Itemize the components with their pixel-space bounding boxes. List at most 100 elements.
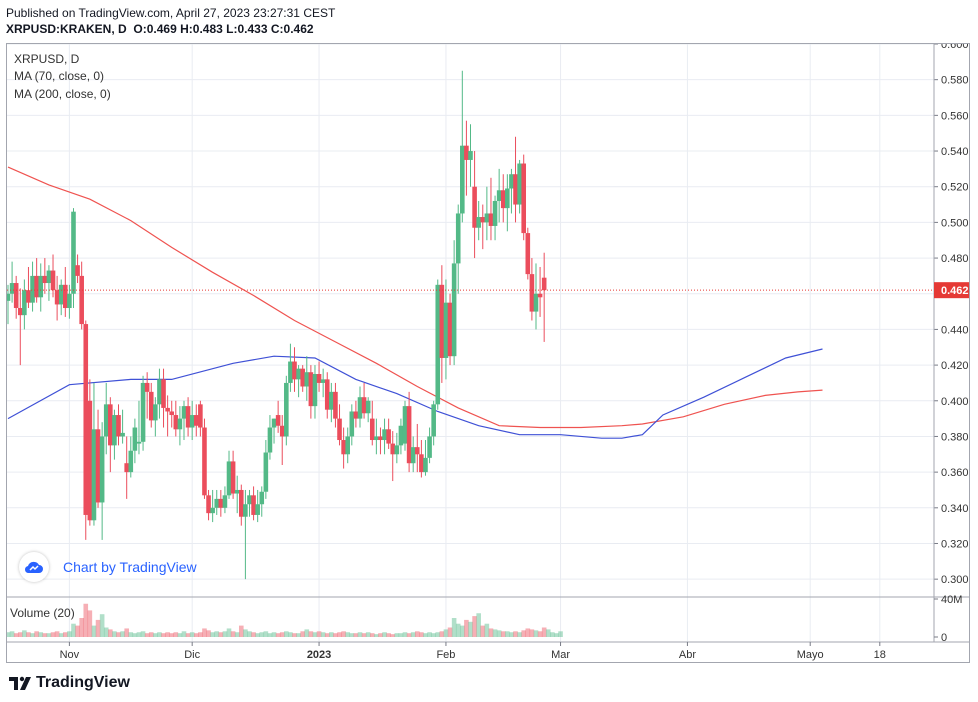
candle-down[interactable] xyxy=(275,415,281,426)
candle-up[interactable] xyxy=(517,163,522,205)
candle-down[interactable] xyxy=(341,440,346,455)
candle-down[interactable] xyxy=(238,489,244,517)
candle-up[interactable] xyxy=(435,284,441,405)
candle-down[interactable] xyxy=(108,404,113,446)
candle-down[interactable] xyxy=(169,411,175,416)
candle-down[interactable] xyxy=(116,415,121,437)
candle-down[interactable] xyxy=(75,265,80,276)
candle-down[interactable] xyxy=(447,302,453,357)
candle-up[interactable] xyxy=(30,275,35,303)
candle-down[interactable] xyxy=(279,425,285,437)
candle-down[interactable] xyxy=(202,427,207,496)
candle-up[interactable] xyxy=(398,425,404,446)
candle-up[interactable] xyxy=(533,293,539,312)
candle-down[interactable] xyxy=(378,436,383,441)
candle-up[interactable] xyxy=(345,436,351,455)
candle-up[interactable] xyxy=(226,461,232,496)
candle-down[interactable] xyxy=(337,418,342,441)
candle-down[interactable] xyxy=(488,213,494,226)
candle-down[interactable] xyxy=(34,275,39,298)
candle-down[interactable] xyxy=(316,374,322,383)
candle-up[interactable] xyxy=(7,293,11,301)
candle-down[interactable] xyxy=(500,190,506,209)
candle-up[interactable] xyxy=(365,400,371,414)
candle-up[interactable] xyxy=(120,432,125,437)
candle-up[interactable] xyxy=(99,436,105,503)
candle-down[interactable] xyxy=(83,324,89,515)
candle-up[interactable] xyxy=(140,382,146,442)
candle-down[interactable] xyxy=(165,407,170,412)
candle-down[interactable] xyxy=(513,174,518,205)
candle-up[interactable] xyxy=(460,145,465,214)
candle-down[interactable] xyxy=(63,284,68,309)
candle-down[interactable] xyxy=(419,454,424,473)
candle-up[interactable] xyxy=(427,436,432,458)
candle-up[interactable] xyxy=(382,429,387,441)
candle-up[interactable] xyxy=(153,404,158,421)
candle-up[interactable] xyxy=(128,450,134,473)
candle-up[interactable] xyxy=(496,190,502,201)
candle-up[interactable] xyxy=(410,447,416,464)
candle-down[interactable] xyxy=(50,270,56,291)
candle-down[interactable] xyxy=(521,163,527,234)
candle-down[interactable] xyxy=(230,461,236,494)
candle-down[interactable] xyxy=(525,233,531,275)
candle-down[interactable] xyxy=(54,290,60,305)
candle-up[interactable] xyxy=(91,429,97,521)
candle-down[interactable] xyxy=(292,361,297,380)
candle-up[interactable] xyxy=(58,284,64,305)
legend-ma70[interactable]: MA (70, close, 0) xyxy=(14,69,105,83)
candle-up[interactable] xyxy=(357,397,363,419)
candle-down[interactable] xyxy=(472,186,477,228)
candle-up[interactable] xyxy=(9,283,15,294)
chart-by-tradingview-link[interactable]: Chart by TradingView xyxy=(19,552,197,582)
candle-up[interactable] xyxy=(247,495,252,505)
candle-up[interactable] xyxy=(484,213,490,223)
candle-up[interactable] xyxy=(132,427,138,451)
legend-volume[interactable]: Volume (20) xyxy=(10,606,75,620)
candle-down[interactable] xyxy=(414,447,420,455)
candle-up[interactable] xyxy=(374,436,379,441)
candle-down[interactable] xyxy=(541,277,547,291)
candle-up[interactable] xyxy=(492,200,498,226)
candle-up[interactable] xyxy=(312,374,318,407)
candle-down[interactable] xyxy=(26,290,31,303)
candle-up[interactable] xyxy=(157,379,162,405)
candle-down[interactable] xyxy=(324,379,330,410)
candle-down[interactable] xyxy=(406,406,412,464)
candle-down[interactable] xyxy=(144,382,150,392)
candle-up[interactable] xyxy=(509,174,514,189)
candle-down[interactable] xyxy=(79,275,84,325)
candle-up[interactable] xyxy=(181,406,187,419)
candle-up[interactable] xyxy=(443,302,449,358)
candle-down[interactable] xyxy=(251,495,256,515)
candle-up[interactable] xyxy=(455,213,461,264)
candle-up[interactable] xyxy=(71,211,76,294)
candle-down[interactable] xyxy=(206,495,211,514)
candle-up[interactable] xyxy=(271,418,277,428)
candle-up[interactable] xyxy=(451,263,457,357)
candle-up[interactable] xyxy=(394,445,400,455)
candle-up[interactable] xyxy=(222,495,228,508)
candle-down[interactable] xyxy=(87,400,93,521)
chart-panel[interactable]: 0.6000.5800.5600.5400.5200.5000.4800.460… xyxy=(6,43,970,663)
candle-up[interactable] xyxy=(288,361,293,383)
candle-down[interactable] xyxy=(17,308,23,316)
candle-up[interactable] xyxy=(267,427,273,453)
candle-down[interactable] xyxy=(185,406,191,428)
attribution-text[interactable]: Chart by TradingView xyxy=(63,559,197,575)
candle-up[interactable] xyxy=(243,504,248,517)
candle-down[interactable] xyxy=(308,372,314,407)
legend-ma200[interactable]: MA (200, close, 0) xyxy=(14,87,111,101)
candle-up[interactable] xyxy=(476,217,481,228)
candle-down[interactable] xyxy=(148,391,154,421)
candle-down[interactable] xyxy=(124,463,129,473)
candle-down[interactable] xyxy=(300,368,305,387)
candle-down[interactable] xyxy=(13,283,19,309)
candle-up[interactable] xyxy=(112,415,117,446)
candle-up[interactable] xyxy=(259,491,265,505)
candle-up[interactable] xyxy=(423,457,428,473)
candle-up[interactable] xyxy=(505,188,510,209)
candle-down[interactable] xyxy=(480,217,486,223)
candle-up[interactable] xyxy=(189,415,195,428)
